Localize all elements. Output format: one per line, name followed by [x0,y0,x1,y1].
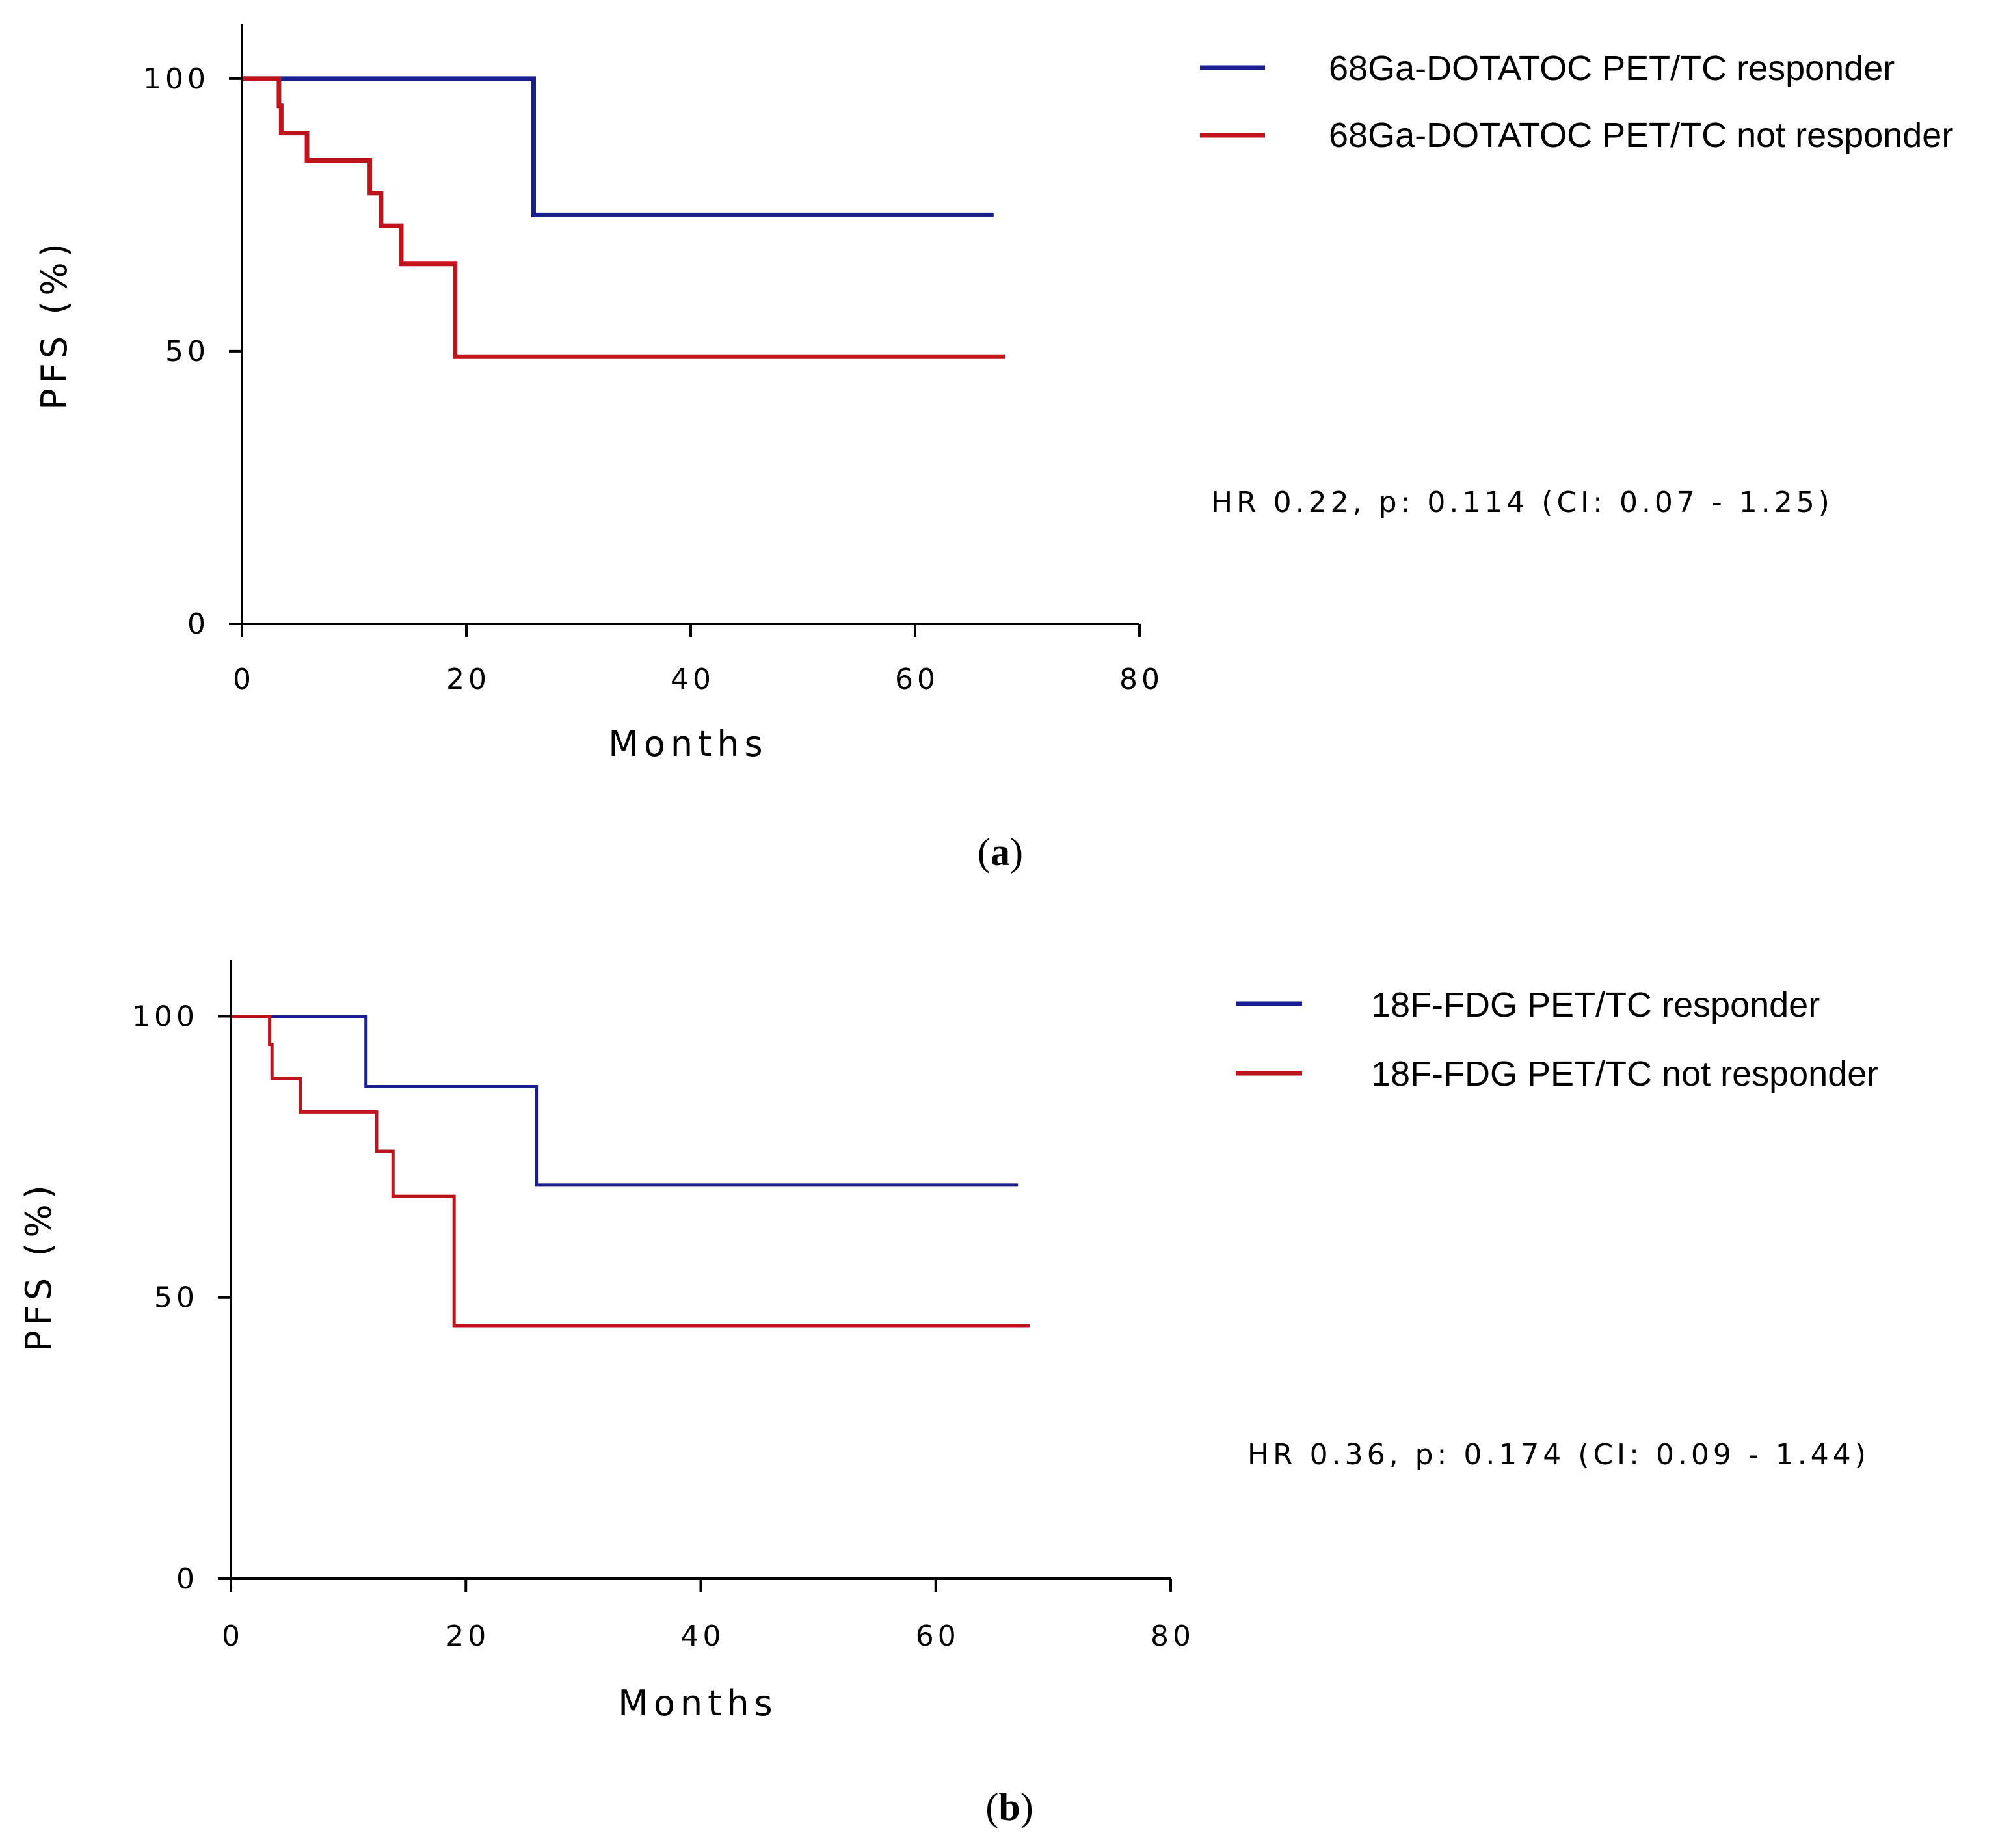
legend-a: 68Ga-DOTATOC PET/TC responder 68Ga-DOTAT… [1200,49,1953,155]
y-axis-title-a: PFS (%) [34,238,75,410]
legend-label-responder-a: 68Ga-DOTATOC PET/TC responder [1329,49,1895,88]
series-line-responder [242,76,994,217]
panel-label-open-b: ( [985,1786,998,1828]
legend-b: 18F-FDG PET/TC responder 18F-FDG PET/TC … [1236,985,1878,1093]
x-axis-title-a: Months [608,723,767,764]
y-tick-label: 0 [187,608,209,641]
x-tick-label: 80 [1119,663,1164,696]
series-line-not-responder [231,1014,1030,1328]
panel-label-close-a: ) [1010,831,1023,874]
series-lines-a [242,76,1005,359]
x-tick-label: 40 [671,663,715,696]
x-tick-label: 60 [916,1620,960,1653]
x-tick-label: 0 [233,663,255,696]
legend-label-not-responder-b: 18F-FDG PET/TC not responder [1371,1054,1878,1093]
chart-panel-b: 0 50 100 0 20 40 60 80 PFS (%) Months 18F-FDG … [18,960,1878,1828]
y-tick-label: 100 [132,1000,198,1033]
x-ticks-a: 0 20 40 60 80 [233,624,1164,696]
x-tick-label: 60 [895,663,939,696]
x-tick-label: 40 [681,1620,725,1653]
x-tick-label: 20 [446,1620,490,1653]
plot-area-b: 0 50 100 0 20 40 60 80 [132,960,1195,1653]
plot-area-a: 0 50 100 0 20 40 60 80 [143,24,1164,696]
y-tick-label: 0 [176,1562,198,1596]
panel-label-open-a: ( [978,831,991,874]
y-axis-title-b: PFS (%) [18,1180,59,1352]
legend-label-responder-b: 18F-FDG PET/TC responder [1371,985,1820,1024]
x-tick-label: 80 [1151,1620,1195,1653]
y-tick-label: 50 [154,1281,198,1315]
chart-panel-a: 0 50 100 0 20 40 60 80 PFS (%) Months 68Ga-DOT… [34,24,1953,874]
series-line-not-responder [242,76,1005,359]
series-line-responder [231,1014,1019,1187]
panel-label-b: (b) [985,1786,1033,1828]
x-ticks-b: 0 20 40 60 80 [222,1579,1195,1653]
x-axis-title-b: Months [618,1683,777,1724]
legend-label-not-responder-a: 68Ga-DOTATOC PET/TC not responder [1329,116,1953,155]
y-tick-label: 50 [165,335,209,368]
panel-label-a: (a) [978,831,1023,874]
panel-label-close-b: ) [1020,1786,1033,1828]
panel-label-letter-a: a [991,831,1010,874]
x-tick-label: 0 [222,1620,244,1653]
hazard-ratio-annotation-a: HR 0.22, p: 0.114 (CI: 0.07 - 1.25) [1211,486,1833,519]
panel-label-letter-b: b [998,1786,1020,1828]
series-lines-b [231,1014,1030,1328]
x-tick-label: 20 [446,663,490,696]
y-ticks-a: 0 50 100 [143,62,242,641]
y-tick-label: 100 [143,62,209,96]
y-ticks-b: 0 50 100 [132,1000,231,1596]
hazard-ratio-annotation-b: HR 0.36, p: 0.174 (CI: 0.09 - 1.44) [1247,1438,1870,1471]
